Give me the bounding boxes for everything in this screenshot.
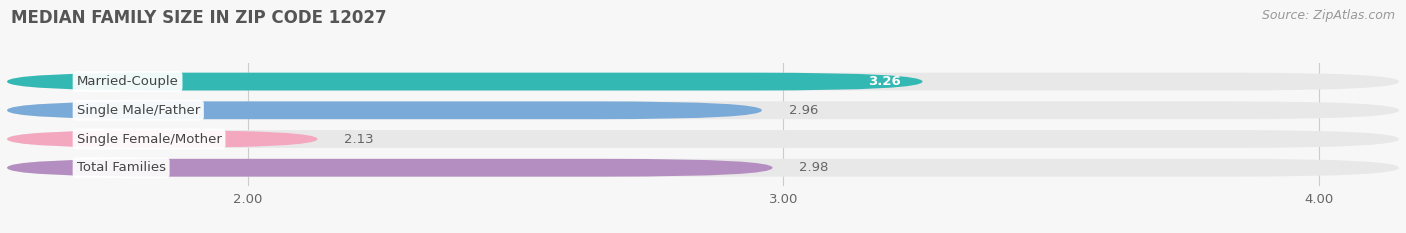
Text: MEDIAN FAMILY SIZE IN ZIP CODE 12027: MEDIAN FAMILY SIZE IN ZIP CODE 12027 — [11, 9, 387, 27]
FancyBboxPatch shape — [7, 73, 1399, 90]
Text: 2.96: 2.96 — [789, 104, 818, 117]
FancyBboxPatch shape — [7, 130, 318, 148]
FancyBboxPatch shape — [7, 130, 1399, 148]
FancyBboxPatch shape — [7, 101, 1399, 119]
Text: Married-Couple: Married-Couple — [76, 75, 179, 88]
Text: Total Families: Total Families — [76, 161, 166, 174]
FancyBboxPatch shape — [7, 159, 1399, 177]
FancyBboxPatch shape — [7, 159, 772, 177]
FancyBboxPatch shape — [7, 73, 922, 90]
Text: 3.26: 3.26 — [869, 75, 901, 88]
FancyBboxPatch shape — [7, 101, 762, 119]
Text: 2.13: 2.13 — [344, 133, 374, 146]
Text: Single Female/Mother: Single Female/Mother — [76, 133, 222, 146]
Text: Single Male/Father: Single Male/Father — [76, 104, 200, 117]
Text: Source: ZipAtlas.com: Source: ZipAtlas.com — [1261, 9, 1395, 22]
Text: 2.98: 2.98 — [800, 161, 828, 174]
